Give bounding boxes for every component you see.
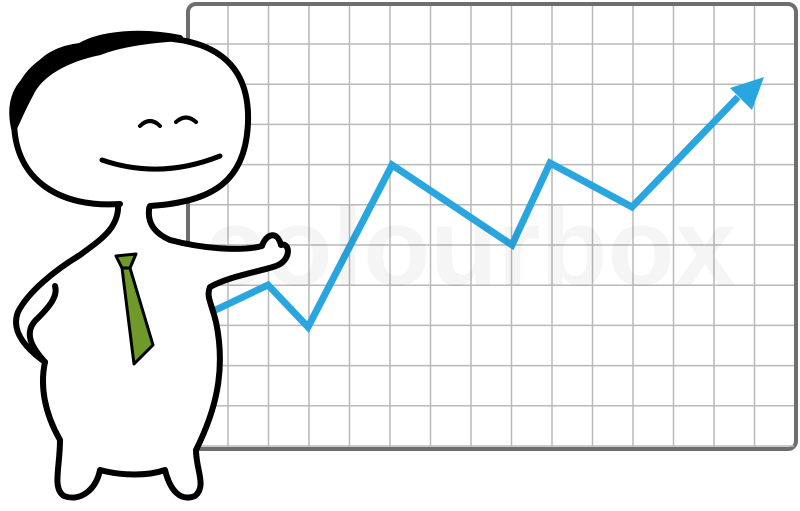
character-body: [13, 200, 291, 501]
character: [9, 30, 291, 501]
character-hair: [9, 30, 183, 131]
character-eye: [174, 115, 198, 124]
trend-arrowhead: [730, 77, 764, 110]
character-arm: [26, 283, 59, 365]
chart-board: [186, 2, 798, 451]
trend-line: [203, 94, 741, 333]
character-mouth: [99, 153, 223, 172]
tie-blade: [120, 266, 155, 366]
board-grid: [190, 6, 794, 447]
character-eye: [138, 119, 162, 128]
